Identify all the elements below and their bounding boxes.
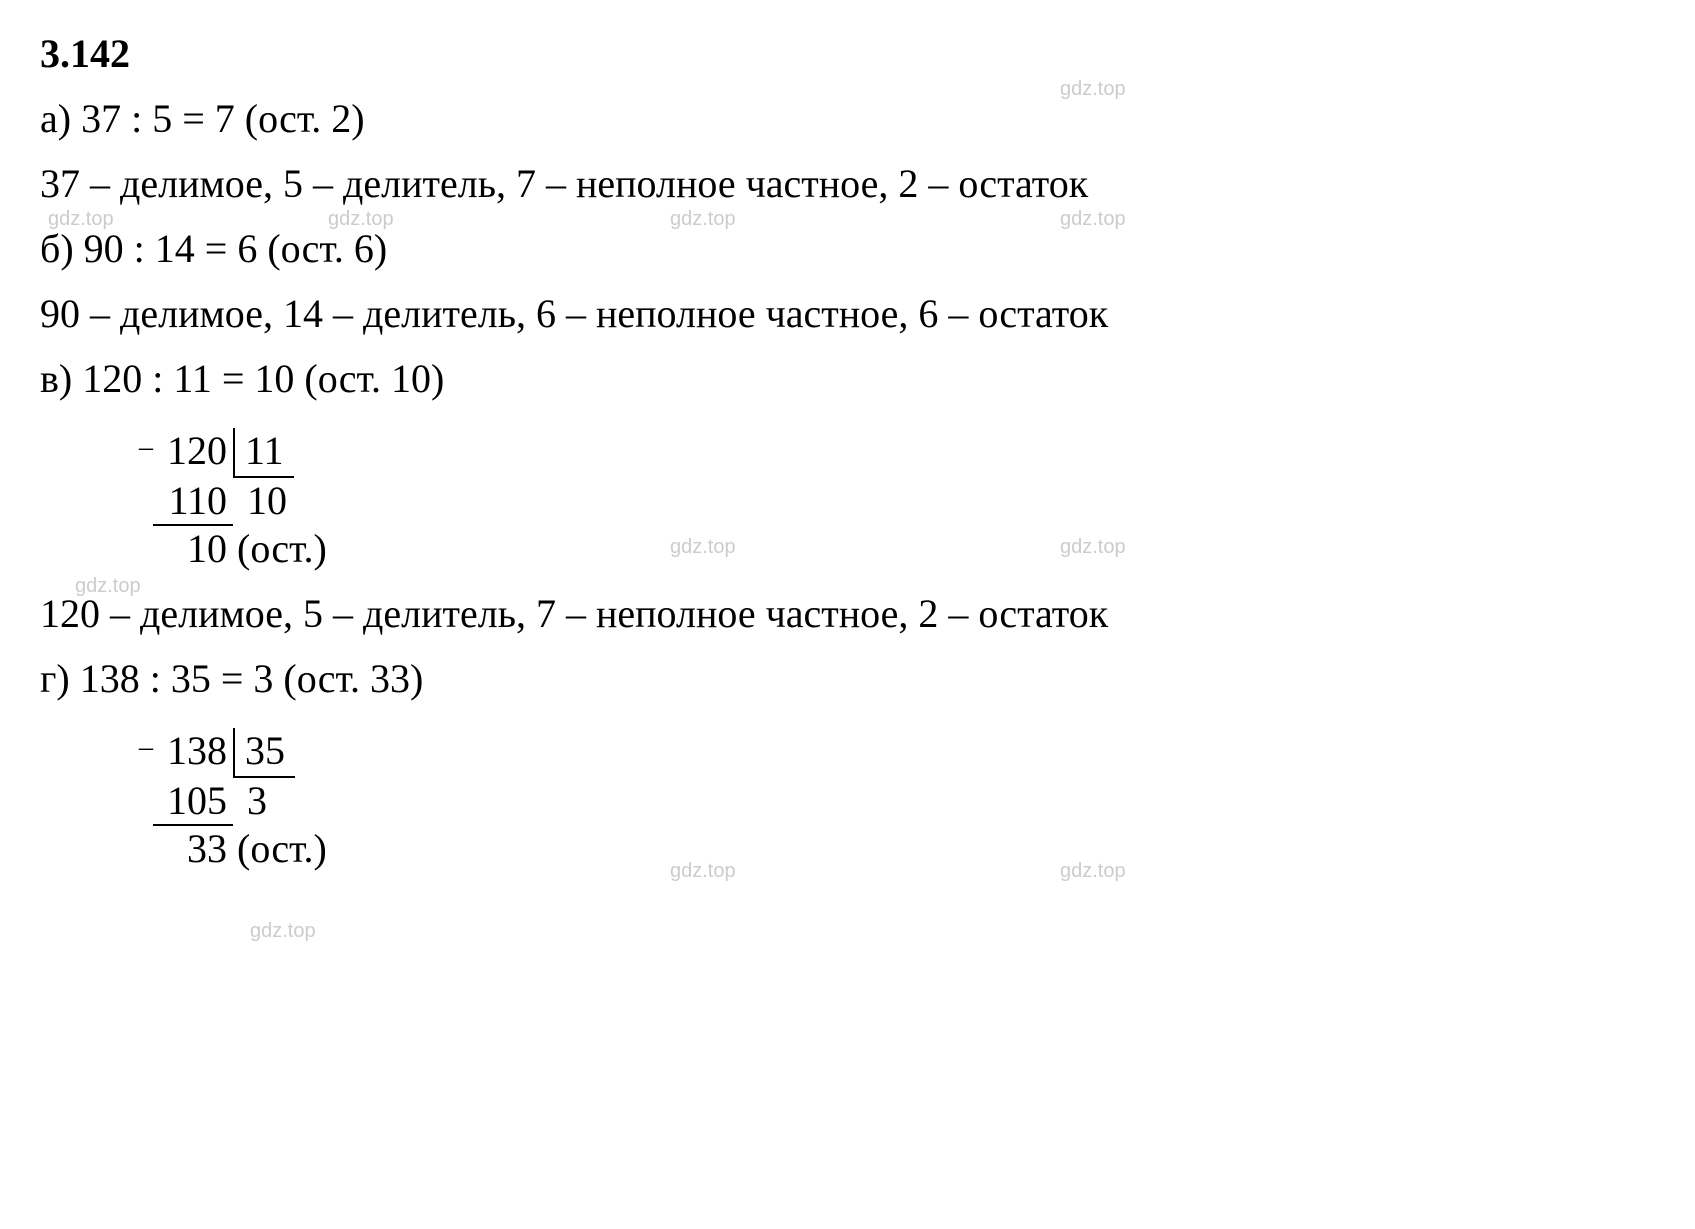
dividend: 120 [153,428,233,474]
part-b-expression: б) 90 : 14 = 6 (ост. 6) [40,225,1655,272]
minus-sign: – [125,732,153,764]
divisor: 11 [233,428,294,478]
divisor: 35 [233,728,295,778]
remainder-label: (ост.) [233,826,327,872]
part-c-description: 120 – делимое, 5 – делитель, 7 – неполно… [40,590,1655,637]
part-c-expression: в) 120 : 11 = 10 (ост. 10) [40,355,1655,402]
part-b-description: 90 – делимое, 14 – делитель, 6 – неполно… [40,290,1655,337]
part-a-expression: а) 37 : 5 = 7 (ост. 2) [40,95,1655,142]
part-d-expression: г) 138 : 35 = 3 (ост. 33) [40,655,1655,702]
watermark: gdz.top [1060,860,1126,883]
quotient: 3 [233,778,293,824]
quotient: 10 [233,478,293,524]
remainder-label: (ост.) [233,526,327,572]
dividend: 138 [153,728,233,774]
remainder: 10 [125,526,233,572]
remainder: 33 [125,826,233,872]
minus-sign: – [125,432,153,464]
subtrahend: 110 [153,478,233,526]
part-c-long-division: – 120 11 110 10 10 (ост.) [125,428,327,572]
watermark: gdz.top [670,860,736,883]
watermark: gdz.top [1060,536,1126,559]
watermark: gdz.top [250,920,316,943]
watermark: gdz.top [670,536,736,559]
part-a-description: 37 – делимое, 5 – делитель, 7 – неполное… [40,160,1655,207]
problem-heading: 3.142 [40,30,1655,77]
part-d-long-division: – 138 35 105 3 33 (ост.) [125,728,327,872]
subtrahend: 105 [153,778,233,826]
